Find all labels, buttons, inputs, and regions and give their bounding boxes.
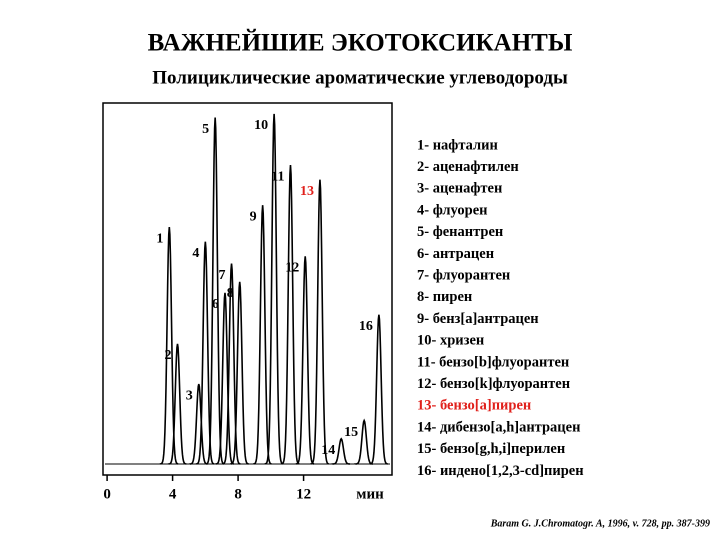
legend-entry: 6- антрацен [417, 246, 494, 262]
peak [354, 418, 374, 465]
x-tick-label: 4 [169, 486, 177, 502]
peak [264, 113, 284, 465]
legend-entry: 9- бенз[a]антрацен [417, 311, 539, 327]
peak [331, 437, 351, 465]
peak-label: 8 [227, 286, 234, 301]
peak-label: 16 [359, 319, 373, 334]
legend-entry: 14- дибензо[a,h]антрацен [417, 419, 580, 435]
legend-entry: 2- аценафтилен [417, 159, 519, 175]
peak [159, 227, 179, 465]
legend-entry: 1- нафталин [417, 137, 498, 153]
peak [310, 179, 329, 465]
peak [167, 343, 187, 465]
slide-subtitle: Полициклические ароматические углеводоро… [152, 67, 568, 88]
x-axis-label: мин [356, 486, 384, 502]
plot-frame [102, 102, 393, 476]
peak [221, 263, 241, 465]
peak [369, 314, 388, 465]
peak [215, 292, 234, 465]
peak-label: 4 [192, 246, 199, 261]
peak-label: 12 [285, 261, 299, 276]
peak-label: 2 [165, 348, 172, 363]
peak-label: 7 [219, 268, 226, 283]
peak-label: 1 [156, 231, 163, 246]
legend-entry: 12- бензо[k]флуорантен [417, 376, 570, 392]
x-tick-label: 12 [296, 486, 311, 502]
peak [295, 256, 315, 465]
peak-label: 6 [212, 297, 219, 312]
peak-label: 13 [300, 184, 314, 199]
peak-label: 5 [202, 122, 209, 137]
peak [205, 117, 225, 465]
legend-entry: 11- бензо[b]флуорантен [417, 354, 569, 370]
peak [195, 241, 215, 465]
legend-entry: 3- аценафтен [417, 181, 502, 197]
peak [189, 383, 208, 465]
legend-entry: 8- пирен [417, 289, 472, 305]
source: Baram G. J.Chromatogr. A, 1996, v. 728, … [490, 518, 710, 529]
legend-entry: 5- фенантрен [417, 224, 503, 240]
peak-label: 14 [321, 443, 335, 458]
legend-entry: 16- индено[1,2,3-cd]пирен [417, 463, 584, 479]
legend-entry: 7- флуорантен [417, 268, 510, 284]
x-tick-label: 8 [234, 486, 242, 502]
peak [230, 281, 249, 465]
legend-entry: 15- бензо[g,h,i]перилен [417, 441, 565, 457]
peak-label: 15 [344, 425, 358, 440]
peak [280, 165, 300, 465]
legend-entry: 13- бензо[a]пирен [417, 398, 531, 414]
legend-entry: 4- флуорен [417, 202, 488, 218]
slide-title: ВАЖНЕЙШИЕ ЭКОТОКСИКАНТЫ [148, 29, 573, 57]
peak-label: 11 [271, 169, 284, 184]
peak-label: 10 [254, 118, 268, 133]
x-tick-label: 0 [103, 486, 111, 502]
legend-entry: 10- хризен [417, 333, 484, 349]
peak-label: 3 [186, 388, 193, 403]
peak-label: 9 [250, 209, 257, 224]
